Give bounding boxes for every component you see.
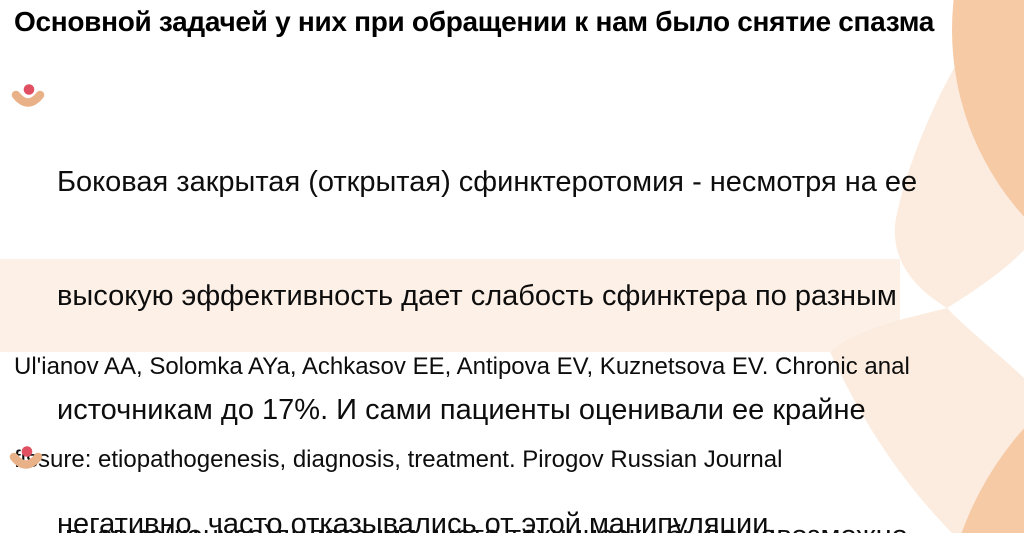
citation-highlight-band <box>0 259 900 352</box>
bullet-1-text: Боковая закрытая (открытая) сфинктеротом… <box>57 87 917 533</box>
text-line: источникам до 17%. И сами пациенты оцени… <box>57 394 866 426</box>
text-line: пневмо(конусо)дилатация чисто технически… <box>57 517 908 533</box>
text-line: высокую эффективность дает слабость сфин… <box>57 280 897 312</box>
head-dot <box>21 446 33 457</box>
smile-arc <box>11 90 45 107</box>
text-line: Боковая закрытая (открытая) сфинктеротом… <box>57 166 918 198</box>
smile-arc <box>9 452 43 469</box>
decor-circle-bottom-right <box>961 428 1024 533</box>
text-line: негативно, часто отказывались от этой ма… <box>57 508 777 533</box>
citation-text: Ul'ianov AA, Solomka AYa, Achkasov EE, A… <box>14 289 910 533</box>
decor-circle-top-right <box>952 0 1024 217</box>
page-title: Основной задачей у них при обращении к н… <box>14 6 935 37</box>
text-line: Ul'ianov AA, Solomka AYa, Achkasov EE, A… <box>14 353 910 380</box>
bullet-2-text: пневмо(конусо)дилатация чисто технически… <box>57 441 908 533</box>
person-smile-icon <box>9 446 43 469</box>
person-smile-icon <box>11 84 45 107</box>
head-dot <box>23 84 35 95</box>
text-line: fissure: etiopathogenesis, diagnosis, tr… <box>14 446 783 473</box>
